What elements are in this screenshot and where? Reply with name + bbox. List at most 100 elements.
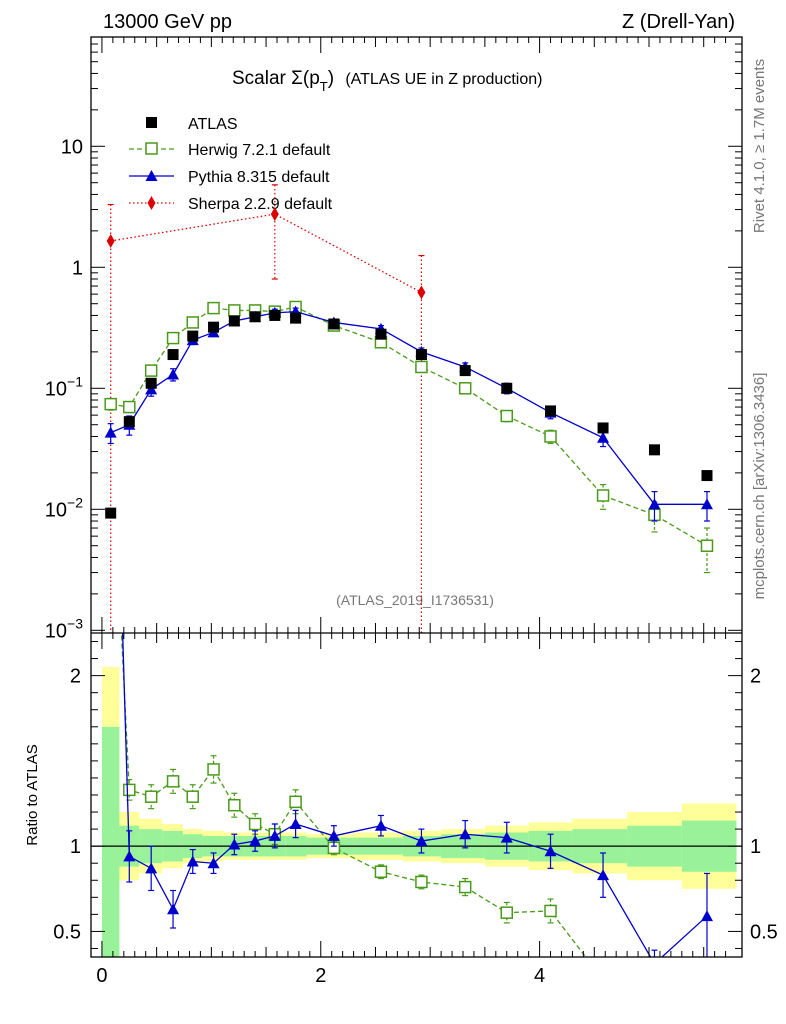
analysis-id: (ATLAS_2019_I1736531) — [336, 592, 494, 608]
atlas-point-12 — [415, 349, 427, 361]
pythia-point-16 — [597, 431, 610, 443]
legend-entry-pythia: Pythia 8.315 default — [129, 169, 330, 186]
pythia-ratio-point-12 — [415, 835, 428, 847]
main-ytick-label-2: 10−1 — [45, 373, 83, 400]
herwig-point-5 — [207, 301, 220, 315]
herwig-line — [110, 306, 708, 547]
plot-title: Scalar Σ(pT) (ATLAS UE in Z production) — [232, 68, 542, 94]
herwig-ratio-point-8 — [289, 795, 302, 809]
plot-title-close: ) — [328, 68, 334, 89]
herwig-ratio-point-12 — [458, 880, 472, 894]
main-series-layer — [104, 184, 714, 633]
atlas-point-10 — [328, 318, 340, 330]
atlas-point-18 — [701, 470, 713, 482]
main-ytick-label-exp: −2 — [67, 494, 83, 510]
plot-title-sub: T — [320, 79, 328, 94]
pythia-ratio-point-3 — [167, 903, 180, 915]
herwig-point-0 — [104, 397, 117, 411]
sherpa-line — [110, 213, 422, 293]
main-ytick-label-3: 10−2 — [45, 494, 83, 521]
atlas-point-3 — [167, 349, 179, 361]
atlas-point-15 — [545, 405, 557, 417]
pythia-line — [110, 310, 707, 505]
atlas-point-1 — [123, 416, 135, 428]
legend-atlas-marker — [146, 117, 157, 128]
atlas-point-5 — [208, 321, 220, 333]
atlas-point-11 — [375, 328, 387, 340]
main-ytick-label-1: 1 — [72, 257, 83, 279]
ratio-ytick-label-left-0: 0.5 — [53, 921, 81, 943]
atlas-point-0 — [105, 507, 117, 519]
herwig-ratio-point-3 — [186, 790, 200, 803]
herwig-point-4 — [186, 316, 200, 329]
herwig-ratio-point-10 — [374, 865, 388, 878]
legend-entry-atlas: ATLAS — [146, 116, 238, 133]
atlas-point-2 — [145, 377, 157, 389]
ratio-ytick-label-left-2: 2 — [70, 666, 81, 688]
atlas-point-8 — [269, 309, 281, 321]
legend-entry-herwig: Herwig 7.2.1 default — [129, 142, 331, 159]
herwig-point-3 — [166, 331, 180, 345]
pythia-ratio-point-16 — [597, 869, 610, 881]
sherpa-point-2 — [417, 285, 426, 300]
atlas-point-9 — [290, 312, 302, 324]
ratio-ytick-label-right-0: 0.5 — [750, 921, 778, 943]
pythia-ratio-point-17 — [648, 958, 660, 969]
main-ytick-label-0: 10 — [61, 136, 83, 158]
xtick-label-2: 4 — [534, 965, 545, 987]
sherpa-point-1 — [270, 207, 279, 222]
pythia-ratio-point-13 — [459, 828, 472, 840]
herwig-ratio-point-4 — [207, 763, 220, 776]
pythia-point-2 — [145, 383, 158, 395]
atlas-point-14 — [501, 382, 513, 394]
herwig-ratio-line — [120, 633, 587, 957]
herwig-point-1 — [123, 400, 136, 414]
main-ytick-label-4: 10−3 — [45, 615, 83, 642]
side-label-bottom: mcplots.cern.ch [arXiv:1306.3436] — [751, 373, 768, 600]
pythia-ratio-point-6 — [228, 838, 241, 850]
herwig-ratio-point-5 — [228, 798, 241, 812]
pythia-point-0 — [104, 426, 117, 438]
ratio-ytick-label-right-1: 1 — [750, 836, 761, 858]
xtick-label-1: 2 — [315, 965, 326, 987]
atlas-point-4 — [187, 330, 199, 342]
herwig-point-2 — [144, 364, 158, 377]
legend: ATLAS Herwig 7.2.1 default Pythia 8.315 … — [129, 116, 333, 213]
herwig-point-14 — [500, 409, 514, 423]
pythia-ratio-point-1 — [123, 850, 136, 862]
pythia-ratio-point-2 — [145, 862, 158, 874]
herwig-ratio-point-6 — [248, 817, 262, 831]
main-ytick-label-exp: −3 — [67, 615, 83, 631]
atlas-point-6 — [228, 315, 240, 327]
ratio-series-layer — [120, 633, 713, 969]
herwig-point-13 — [458, 382, 472, 395]
legend-pythia-label: Pythia 8.315 default — [188, 169, 330, 186]
legend-entry-sherpa: Sherpa 2.2.9 default — [129, 196, 333, 213]
atlas-point-13 — [459, 365, 471, 377]
pythia-ratio-point-7 — [249, 835, 262, 847]
pythia-ratio-point-15 — [544, 845, 557, 857]
pythia-ratio-point-8 — [268, 829, 281, 841]
pythia-point-17 — [648, 498, 661, 510]
legend-atlas-label: ATLAS — [188, 116, 238, 133]
plot-title-main: Scalar Σ(p — [232, 68, 320, 89]
band-inner-0 — [101, 726, 120, 957]
pythia-ratio-point-10 — [327, 829, 340, 841]
plot-title-suffix: (ATLAS UE in Z production) — [345, 71, 542, 88]
sherpa-point-0 — [106, 233, 115, 248]
ratio-ytick-label-left-1: 1 — [70, 836, 81, 858]
atlas-point-16 — [597, 422, 609, 434]
pythia-ratio-point-14 — [500, 831, 513, 843]
herwig-point-16 — [596, 489, 610, 502]
herwig-point-15 — [544, 430, 557, 443]
herwig-ratio-point-0 — [123, 783, 136, 797]
pythia-point-18 — [700, 498, 713, 510]
herwig-point-18 — [700, 539, 714, 552]
herwig-point-12 — [415, 360, 428, 374]
header-right: Z (Drell-Yan) — [622, 11, 735, 33]
ratio-ytick-label-right-2: 2 — [750, 666, 761, 688]
herwig-ratio-point-14 — [544, 904, 557, 918]
pythia-point-3 — [167, 368, 180, 380]
herwig-point-6 — [228, 304, 241, 317]
